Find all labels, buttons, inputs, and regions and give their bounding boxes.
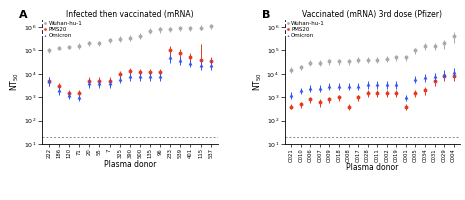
Title: Vaccinated (mRNA) 3rd dose (Pfizer): Vaccinated (mRNA) 3rd dose (Pfizer) — [302, 10, 442, 19]
Text: B: B — [262, 10, 270, 20]
Y-axis label: NT$_{50}$: NT$_{50}$ — [8, 73, 21, 91]
Y-axis label: NT$_{50}$: NT$_{50}$ — [251, 73, 264, 91]
Text: A: A — [19, 10, 27, 20]
X-axis label: Plasma donor: Plasma donor — [104, 160, 156, 169]
Legend: Wuhan-hu-1, PMS20, Omicron: Wuhan-hu-1, PMS20, Omicron — [286, 21, 325, 38]
Legend: Wuhan-hu-1, PMS20, Omicron: Wuhan-hu-1, PMS20, Omicron — [43, 21, 82, 38]
X-axis label: Plasma donor: Plasma donor — [346, 163, 399, 172]
Title: Infected then vaccinated (mRNA): Infected then vaccinated (mRNA) — [66, 10, 193, 19]
